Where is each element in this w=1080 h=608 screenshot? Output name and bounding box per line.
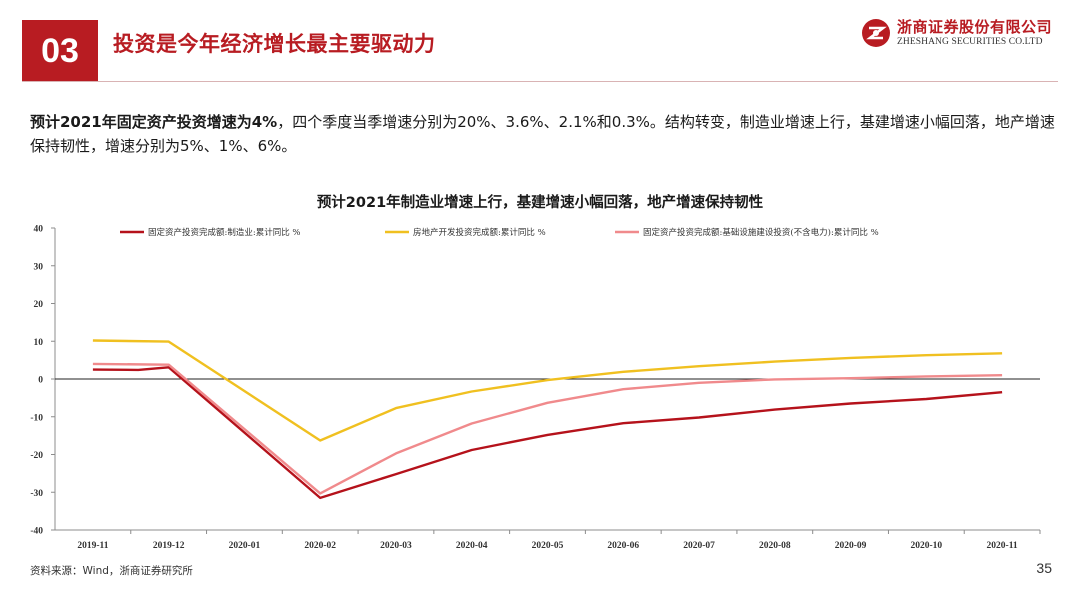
x-tick-label: 2020-11 <box>987 541 1018 551</box>
page-number: 35 <box>1036 560 1052 576</box>
x-tick-label: 2020-02 <box>304 541 336 551</box>
title-divider <box>22 81 1058 82</box>
x-tick-label: 2019-12 <box>153 541 185 551</box>
zheshang-logo-icon <box>861 19 890 47</box>
x-tick-label: 2020-08 <box>759 541 791 551</box>
y-tick-label: -10 <box>30 413 43 423</box>
chart-title: 预计2021年制造业增速上行，基建增速小幅回落，地产增速保持韧性 <box>316 195 764 211</box>
y-tick-label: 40 <box>34 225 44 235</box>
y-tick-label: 20 <box>34 300 44 310</box>
x-tick-label: 2020-07 <box>683 541 715 551</box>
x-tick-label: 2020-09 <box>835 541 867 551</box>
y-tick-label: -20 <box>30 451 43 461</box>
brand-name-cn: 浙商证券股份有限公司 <box>896 18 1052 36</box>
x-tick-label: 2020-01 <box>229 541 261 551</box>
y-tick-label: 0 <box>38 376 43 386</box>
legend-label-3: 固定资产投资完成额:基础设施建设投资(不含电力):累计同比 % <box>643 227 879 238</box>
series-line-2 <box>92 339 1003 442</box>
y-tick-label: -40 <box>30 527 43 537</box>
x-tick-label: 2019-11 <box>77 541 108 551</box>
brand-name-en: ZHESHANG SECURITIES CO.LTD <box>896 37 1043 47</box>
slide-title: 投资是今年经济增长最主要驱动力 <box>113 32 436 56</box>
x-tick-label: 2020-10 <box>911 541 943 551</box>
source-note: 资料来源：Wind，浙商证券研究所 <box>30 565 193 577</box>
series-line-3 <box>92 362 1003 495</box>
x-tick-label: 2020-06 <box>607 541 639 551</box>
x-tick-label: 2020-03 <box>380 541 412 551</box>
legend-label-1: 固定资产投资完成额:制造业:累计同比 % <box>148 227 301 238</box>
y-tick-label: 10 <box>34 338 44 348</box>
summary-rest: ，四个季度当季增速分别为20%、3.6%、2.1%和0.3%。结构转变，制造业增… <box>30 113 1055 155</box>
y-tick-label: -30 <box>30 489 43 499</box>
series-line-1 <box>92 366 1003 500</box>
summary-text: 预计2021年固定资产投资增速为4%，四个季度当季增速分别为20%、3.6%、2… <box>30 110 1055 158</box>
x-tick-label: 2020-05 <box>532 541 564 551</box>
brand: 浙商证券股份有限公司 ZHESHANG SECURITIES CO.LTD <box>861 18 1052 48</box>
summary-bold: 预计2021年固定资产投资增速为4% <box>30 113 278 131</box>
x-tick-label: 2020-04 <box>456 541 488 551</box>
legend-label-2: 房地产开发投资完成额:累计同比 % <box>413 227 546 238</box>
section-number-badge: 03 <box>22 20 98 82</box>
y-tick-label: 30 <box>34 262 44 272</box>
line-chart: 40 30 20 10 0 -10 -20 -30 -40 2019-11 2019-12 2020-… <box>30 225 1041 551</box>
